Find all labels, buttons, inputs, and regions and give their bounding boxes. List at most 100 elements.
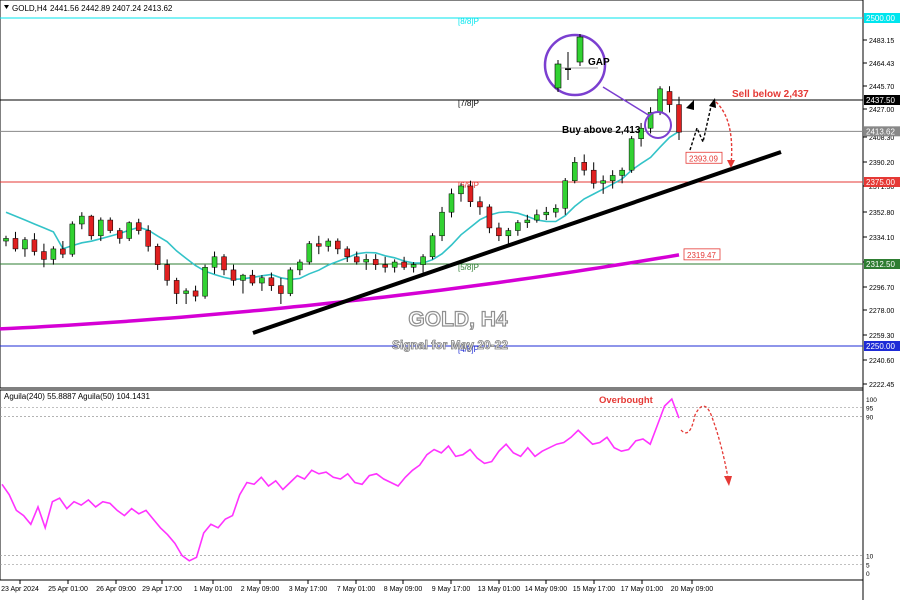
y-tick-label: 2408.30: [869, 135, 894, 142]
overbought-label: Overbought: [599, 395, 654, 406]
candle-body: [230, 269, 237, 281]
x-tick-label: 15 May 17:00: [573, 586, 616, 593]
y-tick-label: 2352.80: [869, 210, 894, 217]
x-tick-label: 1 May 01:00: [194, 586, 233, 593]
buy-signal-label: Buy above 2,413: [562, 125, 641, 136]
candle-body: [287, 269, 294, 294]
candle-body: [60, 248, 66, 255]
sell-signal-label: Sell below 2,437: [732, 89, 809, 100]
x-tick-label: 14 May 09:00: [525, 586, 568, 593]
gap-label: GAP: [588, 57, 610, 68]
candle-body: [590, 169, 597, 184]
candle-body: [410, 264, 417, 268]
candle-body: [391, 261, 398, 268]
candle-body: [382, 264, 388, 268]
candle-body: [562, 180, 569, 209]
y-tick-label: 2259.30: [869, 333, 894, 340]
y-tick-label: 2240.60: [869, 358, 894, 365]
candle-body: [79, 215, 85, 225]
candle-body: [458, 185, 464, 195]
chart-subtitle: Signal for May 20-22: [392, 338, 508, 352]
x-tick-label: 9 May 17:00: [432, 586, 471, 593]
x-tick-label: 17 May 01:00: [621, 586, 664, 593]
candle-body: [306, 243, 313, 263]
price-level-label: [6/8]P: [458, 181, 479, 190]
indicator-tick-label: 5: [866, 562, 870, 569]
projection-arrow-head-1: [686, 100, 694, 110]
candle-body: [116, 230, 123, 239]
price-tag: 2437.50: [866, 96, 895, 105]
candle-body: [467, 185, 474, 202]
bullish-projection-path: [689, 101, 713, 151]
candle-body: [448, 193, 455, 213]
price-tag-bg: [864, 126, 900, 137]
price-tag: 2375.00: [866, 178, 895, 187]
indicator-projection-path: [680, 405, 729, 479]
x-tick-label: 2 May 09:00: [241, 586, 280, 593]
y-tick-label: 2427.00: [869, 107, 894, 114]
candle-body: [401, 261, 407, 268]
projection-arrow-head-2: [709, 98, 716, 108]
price-level-label: [4/8]P: [458, 345, 479, 354]
candle-body: [429, 235, 436, 258]
candle-body: [221, 256, 227, 271]
price-tag-bg: [864, 177, 900, 187]
candle-body: [439, 211, 445, 237]
candle-body: [316, 243, 322, 247]
gap-highlight-circle: [644, 111, 672, 139]
x-tick-label: 29 Apr 17:00: [142, 586, 182, 593]
y-tick-label: 2222.45: [869, 382, 894, 389]
candle-body: [154, 246, 161, 265]
price-level-label: [5/8]P: [458, 263, 479, 272]
candle-body: [98, 219, 104, 237]
candle-body: [192, 290, 199, 297]
candle-body: [249, 274, 256, 284]
candle-body: [676, 104, 682, 133]
candle-body: [268, 277, 275, 286]
candle-body: [145, 230, 151, 247]
candle-body: [325, 240, 332, 247]
candle-body: [515, 222, 521, 231]
x-tick-label: 7 May 01:00: [337, 586, 376, 593]
candle-body: [496, 227, 502, 237]
candle-body: [173, 280, 180, 294]
candle-body: [477, 201, 483, 208]
indicator-tick-label: 0: [866, 571, 870, 578]
y-tick-label: 2334.10: [869, 235, 894, 242]
candle-body: [278, 285, 284, 294]
symbol-dropdown-icon[interactable]: [4, 5, 9, 9]
candle-body: [164, 264, 170, 281]
ma-tag-box: [685, 151, 723, 164]
y-tick-label: 2464.43: [869, 61, 894, 68]
x-tick-label: 20 May 09:00: [671, 586, 714, 593]
price-tag: 2312.50: [866, 260, 895, 269]
x-tick-label: 23 Apr 2024: [1, 586, 39, 593]
candle-body: [600, 180, 606, 184]
candle-body: [638, 127, 644, 139]
candle-body: [41, 251, 47, 260]
candle-body: [202, 267, 208, 297]
chart-title: GOLD, H4: [408, 308, 507, 331]
price-tag: 2413.62: [866, 127, 895, 136]
price-level-label: [8/8]P: [458, 17, 479, 26]
y-tick-label: 2445.70: [869, 84, 894, 91]
aguila-line: [1, 397, 680, 562]
candle-body: [69, 223, 76, 255]
candle-body: [3, 238, 9, 242]
y-tick-label: 2390.20: [869, 160, 894, 167]
uptrend-line: [252, 150, 782, 335]
candle-body: [505, 230, 512, 237]
gap-connector-line: [602, 86, 651, 117]
candle-body: [657, 88, 663, 113]
candle-body: [50, 248, 57, 260]
candle-body: [553, 207, 559, 213]
indicator-projection-arrow: [724, 476, 732, 486]
bearish-arrow-head: [727, 160, 735, 168]
y-tick-label: 2296.70: [869, 285, 894, 292]
price-tag: 2250.00: [866, 342, 895, 351]
candle-body: [486, 206, 493, 229]
y-tick-label: 2278.00: [869, 308, 894, 315]
candle-body: [543, 211, 550, 216]
candle-body: [107, 219, 114, 231]
